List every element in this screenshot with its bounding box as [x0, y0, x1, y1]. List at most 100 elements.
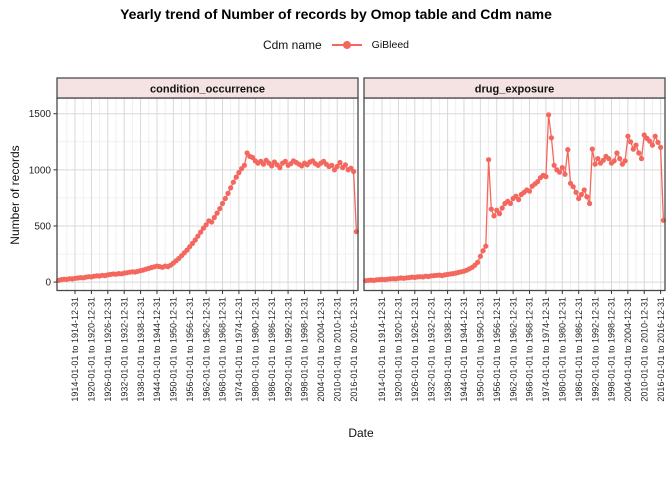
data-point — [576, 195, 582, 202]
data-point — [228, 185, 234, 191]
x-tick-label: 1920-01-01 to 1920-12-31 — [87, 297, 97, 402]
data-point — [222, 195, 228, 202]
legend: Cdm name GiBleed — [0, 38, 672, 52]
data-point — [475, 259, 481, 265]
data-point — [337, 159, 343, 166]
data-point — [652, 133, 658, 139]
data-point — [480, 248, 486, 254]
data-point — [217, 206, 223, 212]
x-tick-label: 1914-01-01 to 1914-12-31 — [377, 297, 387, 402]
x-tick-label: 1968-01-01 to 1968-12-31 — [218, 297, 228, 402]
data-point — [557, 169, 563, 175]
data-point — [633, 142, 639, 148]
data-point — [203, 222, 209, 228]
data-point — [483, 243, 489, 249]
x-tick-label: 1944-01-01 to 1944-12-31 — [152, 297, 162, 402]
x-tick-label: 1968-01-01 to 1968-12-31 — [525, 297, 535, 402]
data-point — [573, 189, 579, 195]
x-tick-label: 1920-01-01 to 1920-12-31 — [394, 297, 404, 402]
x-tick-label: 2004-01-01 to 2004-12-31 — [316, 297, 326, 402]
data-point — [658, 144, 664, 150]
data-point — [617, 156, 623, 162]
data-point — [477, 253, 483, 259]
data-point — [535, 179, 541, 185]
data-point — [565, 147, 571, 153]
x-tick-label: 1962-01-01 to 1962-12-31 — [508, 297, 518, 402]
data-point — [329, 162, 335, 168]
data-point — [589, 146, 595, 152]
data-point — [611, 158, 617, 164]
data-point — [507, 200, 513, 207]
data-point — [636, 150, 642, 156]
data-point — [562, 171, 568, 177]
x-tick-label: 2010-01-01 to 2010-12-31 — [332, 297, 342, 402]
facet-strip-label: drug_exposure — [475, 84, 554, 96]
legend-title: Cdm name — [262, 38, 322, 52]
data-point — [655, 139, 661, 145]
data-point — [233, 174, 239, 180]
data-point — [543, 174, 549, 180]
x-tick-label: 1914-01-01 to 1914-12-31 — [70, 297, 80, 402]
data-point — [570, 184, 576, 190]
y-tick-label: 500 — [34, 221, 51, 232]
data-point — [282, 158, 288, 164]
data-point — [548, 135, 555, 141]
x-tick-label: 1956-01-01 to 1956-12-31 — [492, 297, 502, 402]
legend-item-label: GiBleed — [371, 39, 410, 51]
legend-key-icon — [331, 39, 362, 51]
x-axis-title: Date — [348, 426, 374, 440]
data-point — [581, 187, 587, 193]
data-point — [209, 219, 215, 225]
data-point — [334, 163, 340, 170]
facet-strip — [363, 77, 666, 99]
data-point — [630, 146, 636, 152]
data-point — [592, 161, 598, 167]
data-point — [192, 237, 198, 243]
data-point — [647, 138, 653, 144]
x-tick-label: 1932-01-01 to 1932-12-31 — [426, 297, 436, 402]
data-point — [260, 161, 267, 167]
y-tick-label: 1500 — [29, 109, 52, 120]
data-point — [600, 157, 606, 163]
x-tick-label: 1980-01-01 to 1980-12-31 — [558, 297, 568, 402]
x-tick-label: 1992-01-01 to 1992-12-31 — [283, 297, 293, 402]
data-point — [516, 197, 522, 203]
x-tick-label: 1992-01-01 to 1992-12-31 — [590, 297, 600, 402]
x-tick-label: 1944-01-01 to 1944-12-31 — [459, 297, 469, 402]
data-point — [606, 156, 612, 162]
x-tick-label: 1926-01-01 to 1926-12-31 — [103, 297, 113, 402]
chart-title: Yearly trend of Number of records by Omo… — [120, 6, 552, 22]
x-tick-label: 1974-01-01 to 1974-12-31 — [234, 297, 244, 402]
data-point — [559, 165, 565, 171]
facet-strip — [56, 77, 359, 99]
x-tick-label: 1998-01-01 to 1998-12-31 — [607, 297, 617, 402]
data-point — [198, 229, 204, 235]
y-tick-label: 1000 — [29, 165, 52, 176]
x-tick-label: 1998-01-01 to 1998-12-31 — [300, 297, 310, 402]
data-point — [214, 210, 220, 216]
x-tick-label: 1950-01-01 to 1950-12-31 — [476, 297, 486, 402]
data-point — [584, 194, 590, 200]
data-point — [526, 188, 533, 194]
data-point — [638, 156, 645, 162]
data-point — [546, 112, 552, 118]
data-point — [219, 200, 226, 207]
data-point — [614, 150, 620, 156]
x-tick-label: 2016-01-01 to 2016-12-31 — [656, 297, 666, 402]
data-point — [230, 179, 236, 185]
x-tick-label: 2004-01-01 to 2004-12-31 — [623, 297, 633, 402]
data-point — [486, 157, 492, 163]
x-tick-label: 1956-01-01 to 1956-12-31 — [185, 297, 195, 402]
data-point — [225, 190, 231, 196]
x-tick-label: 1980-01-01 to 1980-12-31 — [251, 297, 261, 402]
data-point — [595, 156, 601, 162]
data-point — [578, 191, 585, 198]
x-tick-label: 1986-01-01 to 1986-12-31 — [574, 297, 584, 402]
legend-point-icon — [342, 41, 351, 49]
facet-strip-label: condition_occurrence — [150, 84, 265, 96]
data-point — [551, 162, 557, 168]
data-point — [625, 133, 631, 139]
panel-background — [57, 98, 358, 291]
data-point — [277, 165, 283, 171]
